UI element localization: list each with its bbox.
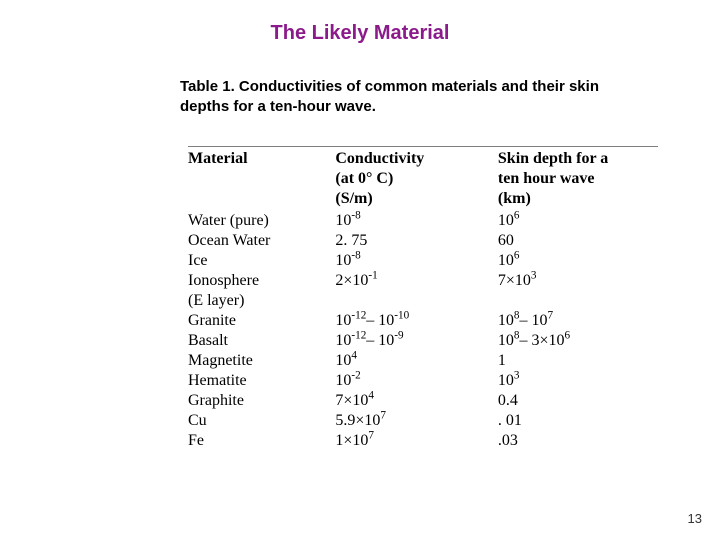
cell-material: Cu <box>188 411 335 431</box>
cell-conductivity: 10-8 <box>335 251 498 271</box>
cell-skindepth: 103 <box>498 371 658 391</box>
cell-conductivity: 2. 75 <box>335 231 498 251</box>
table-row: Water (pure)10-8106 <box>188 211 658 231</box>
cell-material: Graphite <box>188 391 335 411</box>
header-skindepth: Skin depth for a ten hour wave (km) <box>498 149 658 211</box>
header-material: Material <box>188 149 335 211</box>
header-skindepth-line1: Skin depth for a <box>498 150 608 167</box>
table-row: Granite10-12– 10-10108– 107 <box>188 311 658 331</box>
cell-material: Fe <box>188 431 335 451</box>
table-row: Graphite7×1040.4 <box>188 391 658 411</box>
cell-conductivity: 10-8 <box>335 211 498 231</box>
cell-material: Water (pure) <box>188 211 335 231</box>
cell-conductivity: 7×104 <box>335 391 498 411</box>
cell-skindepth: . 01 <box>498 411 658 431</box>
table-row: Ocean Water2. 7560 <box>188 231 658 251</box>
header-conductivity-line1: Conductivity <box>335 150 424 167</box>
cell-conductivity: 1×107 <box>335 431 498 451</box>
cell-conductivity: 5.9×107 <box>335 411 498 431</box>
cell-conductivity: 2×10-1 <box>335 271 498 311</box>
cell-skindepth: 60 <box>498 231 658 251</box>
cell-skindepth: 106 <box>498 211 658 231</box>
table-row: Fe1×107.03 <box>188 431 658 451</box>
cell-material: Ocean Water <box>188 231 335 251</box>
cell-conductivity: 10-2 <box>335 371 498 391</box>
cell-skindepth: 1 <box>498 351 658 371</box>
table-row: Magnetite1041 <box>188 351 658 371</box>
cell-skindepth: 7×103 <box>498 271 658 311</box>
page-number: 13 <box>688 511 702 526</box>
table-header-row: Material Conductivity (at 0° C) (S/m) Sk… <box>188 149 658 211</box>
cell-material: Magnetite <box>188 351 335 371</box>
table-container: Material Conductivity (at 0° C) (S/m) Sk… <box>188 146 658 451</box>
cell-skindepth: .03 <box>498 431 658 451</box>
cell-skindepth: 106 <box>498 251 658 271</box>
table-row: Hematite10-2103 <box>188 371 658 391</box>
cell-skindepth: 108– 107 <box>498 311 658 331</box>
table-row: Cu5.9×107. 01 <box>188 411 658 431</box>
page-title: The Likely Material <box>0 0 720 45</box>
cell-material: Ionosphere(E layer) <box>188 271 335 311</box>
cell-material: Ice <box>188 251 335 271</box>
materials-table: Material Conductivity (at 0° C) (S/m) Sk… <box>188 149 658 451</box>
table-caption: Table 1. Conductivities of common materi… <box>180 77 640 118</box>
cell-skindepth: 108– 3×106 <box>498 331 658 351</box>
cell-conductivity: 10-12– 10-9 <box>335 331 498 351</box>
cell-material: Granite <box>188 311 335 331</box>
header-skindepth-line3: (km) <box>498 190 531 207</box>
header-conductivity: Conductivity (at 0° C) (S/m) <box>335 149 498 211</box>
cell-conductivity: 104 <box>335 351 498 371</box>
header-conductivity-line2: (at 0° C) <box>335 170 393 187</box>
header-skindepth-line2: ten hour wave <box>498 170 595 187</box>
table-row: Ice10-8106 <box>188 251 658 271</box>
cell-skindepth: 0.4 <box>498 391 658 411</box>
table-row: Basalt10-12– 10-9108– 3×106 <box>188 331 658 351</box>
cell-conductivity: 10-12– 10-10 <box>335 311 498 331</box>
table-row: Ionosphere(E layer)2×10-17×103 <box>188 271 658 311</box>
header-conductivity-line3: (S/m) <box>335 190 372 207</box>
cell-material: Hematite <box>188 371 335 391</box>
cell-material: Basalt <box>188 331 335 351</box>
